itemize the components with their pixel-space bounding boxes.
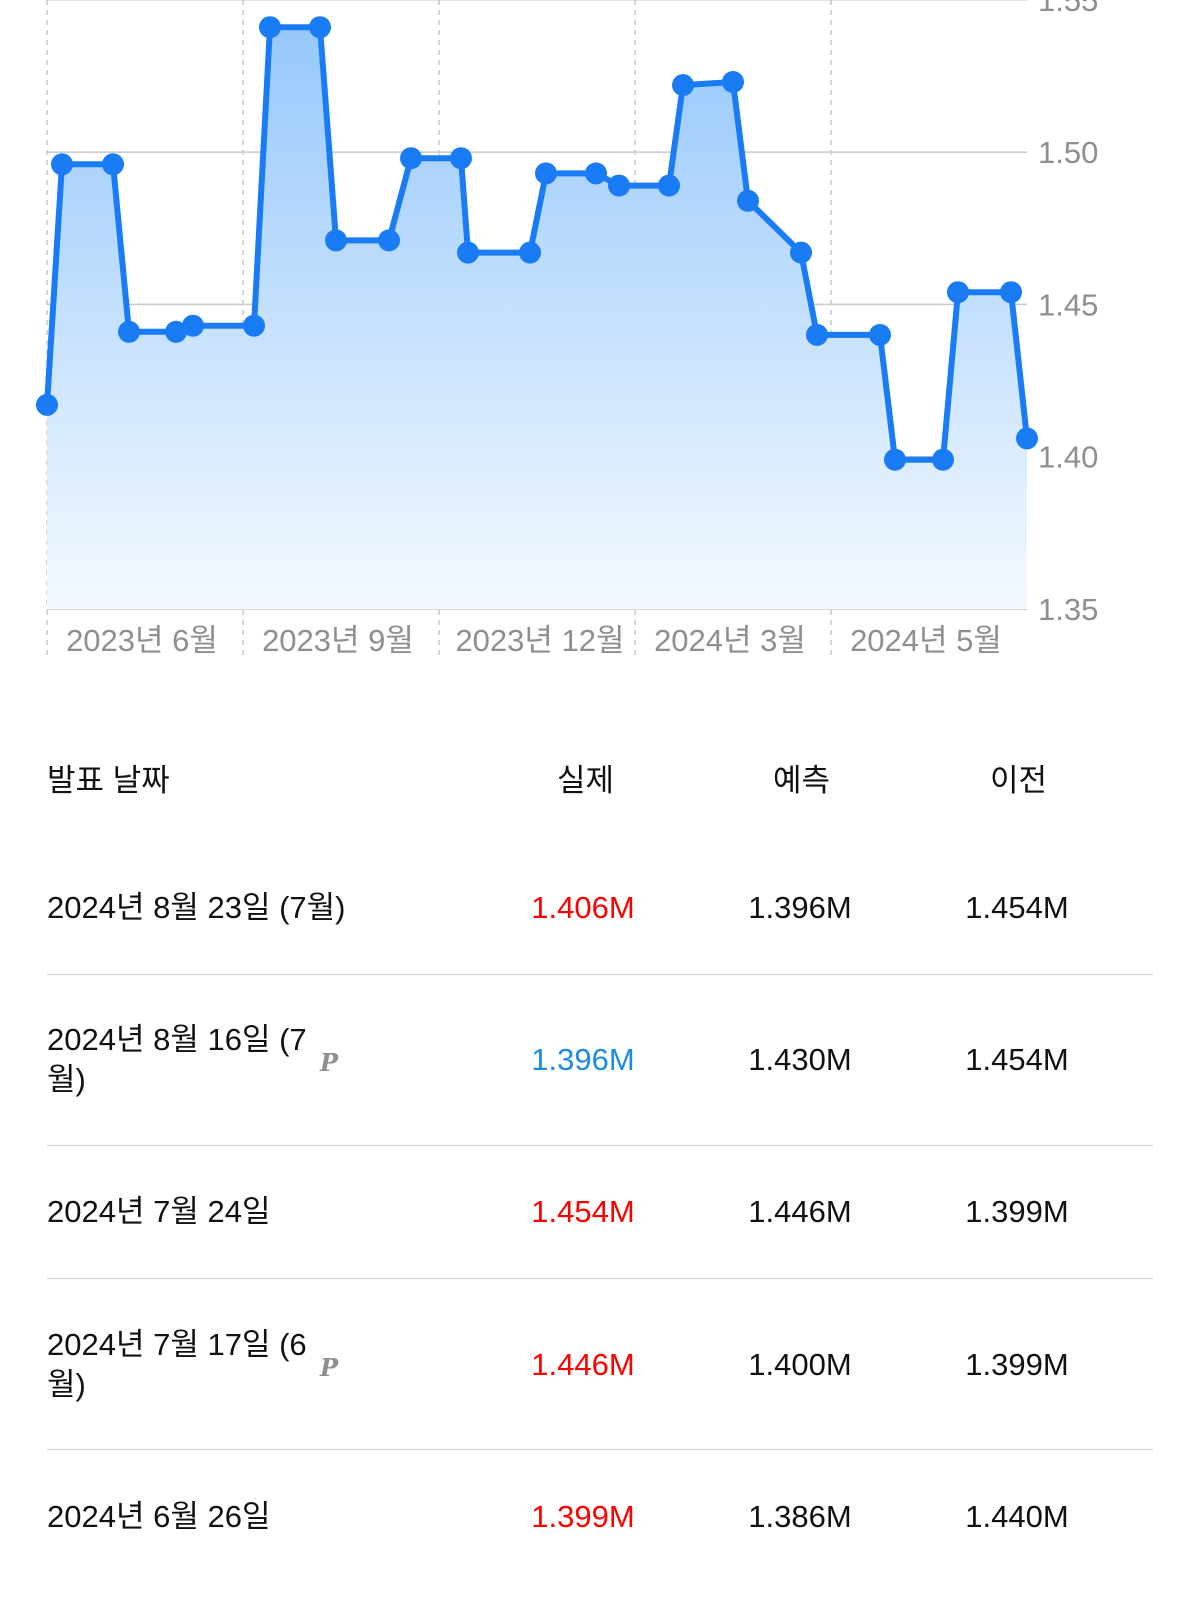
row-divider xyxy=(47,1145,1153,1146)
data-point xyxy=(932,448,954,471)
data-point xyxy=(585,162,607,185)
row-divider xyxy=(47,1449,1153,1450)
data-point xyxy=(672,74,694,97)
data-point xyxy=(869,323,891,346)
y-tick-label: 1.55 xyxy=(1038,0,1098,18)
row-date: 2024년 7월 17일 (6월) xyxy=(47,1327,307,1402)
data-point xyxy=(722,71,744,93)
data-point xyxy=(378,229,400,252)
row-date: 2024년 6월 26일 xyxy=(47,1499,271,1534)
table-row[interactable]: 2024년 7월 24일 1.454M 1.446M 1.399M xyxy=(47,1192,1153,1232)
x-tick-label: 2024년 5월 xyxy=(850,623,1002,658)
data-point xyxy=(608,174,630,197)
data-point xyxy=(884,448,906,471)
data-point xyxy=(737,189,759,212)
chart-area-fill xyxy=(47,27,1027,609)
x-tick-label-background xyxy=(640,618,818,660)
row-date: 2024년 8월 16일 (7월) xyxy=(47,1022,307,1097)
header-forecast: 예측 xyxy=(773,763,831,798)
data-point xyxy=(165,320,187,343)
row-forecast: 1.400M xyxy=(748,1347,852,1382)
x-tick-label: 2023년 6월 xyxy=(66,623,218,658)
row-date: 2024년 8월 23일 (7월) xyxy=(47,890,346,925)
data-point xyxy=(658,174,680,197)
y-tick-label: 1.50 xyxy=(1038,135,1098,170)
y-tick-label: 1.40 xyxy=(1038,440,1098,475)
x-tick-label: 2024년 3월 xyxy=(654,623,806,658)
data-point xyxy=(182,314,204,337)
row-date: 2024년 7월 24일 xyxy=(47,1194,271,1229)
row-actual: 1.396M xyxy=(531,1042,635,1077)
x-tick-label-background xyxy=(52,618,230,660)
row-previous: 1.399M xyxy=(965,1194,1069,1229)
row-previous: 1.399M xyxy=(965,1347,1069,1382)
y-tick-label: 1.45 xyxy=(1038,287,1098,322)
x-tick-label-background xyxy=(248,618,426,660)
row-previous: 1.440M xyxy=(965,1499,1069,1534)
chart-points xyxy=(36,16,1038,471)
table-row[interactable]: 2024년 7월 17일 (6월) P 1.446M 1.400M 1.399M xyxy=(47,1325,1153,1405)
table-row[interactable]: 2024년 8월 23일 (7월) 1.406M 1.396M 1.454M xyxy=(47,888,1153,928)
preliminary-badge: P xyxy=(320,1353,339,1382)
preliminary-badge: P xyxy=(320,1048,339,1077)
header-actual: 실제 xyxy=(557,763,615,798)
data-point xyxy=(806,323,828,346)
data-point xyxy=(259,16,281,39)
y-axis-labels: 1.35 1.40 1.45 1.50 1.55 xyxy=(1038,0,1098,627)
row-actual: 1.406M xyxy=(531,890,635,925)
x-tick-label: 2023년 12월 xyxy=(455,623,624,658)
row-divider xyxy=(47,1278,1153,1279)
header-date: 발표 날짜 xyxy=(47,763,170,798)
data-point xyxy=(450,147,472,170)
data-point xyxy=(1016,427,1038,450)
row-actual: 1.446M xyxy=(531,1347,635,1382)
row-forecast: 1.430M xyxy=(748,1042,852,1077)
table-header: 발표 날짜 실제 예측 이전 xyxy=(0,700,1179,850)
header-previous: 이전 xyxy=(990,763,1048,798)
data-point xyxy=(947,281,969,304)
data-point xyxy=(36,393,58,416)
row-forecast: 1.446M xyxy=(748,1194,852,1229)
data-point xyxy=(51,153,73,176)
data-point xyxy=(1000,281,1022,304)
row-previous: 1.454M xyxy=(965,890,1069,925)
data-point xyxy=(457,241,479,264)
table-row[interactable]: 2024년 6월 26일 1.399M 1.386M 1.440M xyxy=(47,1497,1153,1537)
data-point xyxy=(118,320,140,343)
row-actual: 1.399M xyxy=(531,1499,635,1534)
x-tick-label-background xyxy=(836,618,1014,660)
data-point xyxy=(400,147,422,170)
data-point xyxy=(309,16,331,39)
y-tick-label: 1.35 xyxy=(1038,592,1098,627)
x-tick-label-background xyxy=(450,618,628,660)
history-table: 발표 날짜 실제 예측 이전 2024년 8월 23일 (7월) 1.406M … xyxy=(0,700,1179,1534)
data-point xyxy=(102,153,124,176)
row-previous: 1.454M xyxy=(965,1042,1069,1077)
row-forecast: 1.386M xyxy=(748,1499,852,1534)
x-axis-labels: 2023년 6월 2023년 9월 2023년 12월 2024년 3월 2024년 5… xyxy=(52,618,1014,660)
row-divider xyxy=(47,974,1153,975)
row-forecast: 1.396M xyxy=(748,890,852,925)
data-point xyxy=(519,241,541,264)
table-row[interactable]: 2024년 8월 16일 (7월) P 1.396M 1.430M 1.454M xyxy=(47,1020,1153,1100)
data-point xyxy=(325,229,347,252)
sales-history-chart[interactable]: 1.351.401.451.501.55 2023년 6월 2023년 9월 202… xyxy=(0,0,1179,665)
row-actual: 1.454M xyxy=(531,1194,635,1229)
data-point xyxy=(535,162,557,185)
x-tick-label: 2023년 9월 xyxy=(262,623,414,658)
data-point xyxy=(243,314,265,337)
data-point xyxy=(790,241,812,264)
